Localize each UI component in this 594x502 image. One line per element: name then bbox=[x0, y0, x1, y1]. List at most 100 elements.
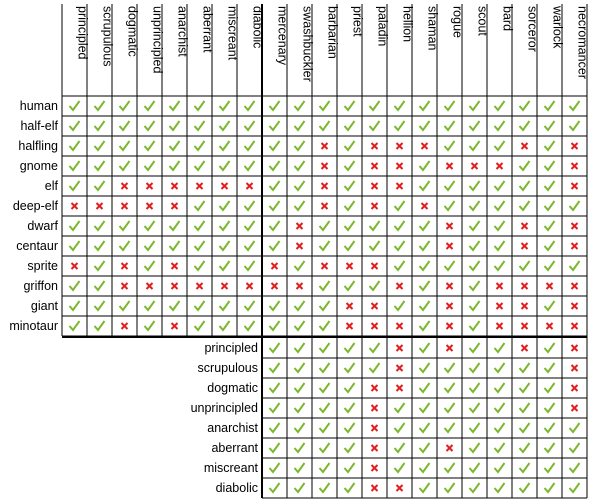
check bbox=[318, 442, 331, 454]
check bbox=[268, 120, 281, 132]
row-label: miscreant bbox=[204, 461, 259, 475]
check bbox=[468, 260, 481, 272]
check bbox=[68, 320, 81, 332]
cross bbox=[145, 282, 154, 290]
check bbox=[468, 220, 481, 232]
cross bbox=[495, 302, 504, 310]
check bbox=[493, 100, 506, 112]
cross bbox=[570, 182, 579, 190]
check bbox=[368, 342, 381, 354]
cross bbox=[170, 282, 179, 290]
check bbox=[268, 220, 281, 232]
check bbox=[243, 120, 256, 132]
cross bbox=[195, 282, 204, 290]
check bbox=[268, 422, 281, 434]
check bbox=[243, 140, 256, 152]
check bbox=[493, 482, 506, 494]
check bbox=[468, 140, 481, 152]
check bbox=[218, 300, 231, 312]
check bbox=[293, 320, 306, 332]
check bbox=[393, 240, 406, 252]
check bbox=[68, 220, 81, 232]
check bbox=[468, 280, 481, 292]
check bbox=[468, 422, 481, 434]
cross bbox=[570, 142, 579, 150]
check bbox=[268, 160, 281, 172]
check bbox=[493, 180, 506, 192]
check bbox=[218, 200, 231, 212]
check bbox=[368, 120, 381, 132]
cross bbox=[445, 302, 454, 310]
check bbox=[193, 120, 206, 132]
check bbox=[443, 422, 456, 434]
check bbox=[143, 260, 156, 272]
check bbox=[193, 260, 206, 272]
cross bbox=[395, 182, 404, 190]
cross bbox=[570, 364, 579, 372]
check bbox=[518, 482, 531, 494]
check bbox=[343, 200, 356, 212]
check bbox=[143, 220, 156, 232]
row-label: dwarf bbox=[27, 219, 58, 233]
cross bbox=[570, 282, 579, 290]
row-label: halfling bbox=[18, 139, 58, 153]
check bbox=[218, 160, 231, 172]
check bbox=[368, 362, 381, 374]
check bbox=[293, 180, 306, 192]
check bbox=[293, 342, 306, 354]
check bbox=[343, 240, 356, 252]
cross bbox=[295, 222, 304, 230]
cross bbox=[570, 302, 579, 310]
check bbox=[543, 422, 556, 434]
cross bbox=[320, 262, 329, 270]
row-label: aberrant bbox=[211, 441, 258, 455]
check bbox=[268, 320, 281, 332]
cross bbox=[495, 282, 504, 290]
check bbox=[543, 462, 556, 474]
cross bbox=[520, 242, 529, 250]
check bbox=[118, 240, 131, 252]
column-header: paladin bbox=[376, 6, 390, 46]
check bbox=[343, 160, 356, 172]
check bbox=[118, 220, 131, 232]
cross bbox=[220, 182, 229, 190]
check bbox=[318, 240, 331, 252]
column-header: unprincipled bbox=[151, 6, 165, 73]
check bbox=[418, 240, 431, 252]
check bbox=[93, 280, 106, 292]
check bbox=[168, 240, 181, 252]
cross bbox=[270, 282, 279, 290]
check bbox=[418, 422, 431, 434]
column-header: rogue bbox=[451, 6, 465, 38]
check bbox=[418, 382, 431, 394]
column-header: warlock bbox=[551, 5, 565, 49]
cross bbox=[395, 282, 404, 290]
cross bbox=[370, 464, 379, 472]
check bbox=[218, 220, 231, 232]
check bbox=[318, 100, 331, 112]
check bbox=[468, 240, 481, 252]
check bbox=[418, 402, 431, 414]
column-header: barbarian bbox=[326, 6, 340, 59]
check bbox=[518, 362, 531, 374]
check bbox=[468, 320, 481, 332]
check bbox=[218, 120, 231, 132]
check bbox=[443, 180, 456, 192]
check bbox=[468, 120, 481, 132]
check bbox=[393, 402, 406, 414]
cross bbox=[95, 202, 104, 210]
check bbox=[268, 442, 281, 454]
check bbox=[493, 382, 506, 394]
cross bbox=[395, 162, 404, 170]
check bbox=[518, 462, 531, 474]
check bbox=[468, 402, 481, 414]
check bbox=[268, 362, 281, 374]
check bbox=[468, 300, 481, 312]
check bbox=[343, 482, 356, 494]
check bbox=[418, 342, 431, 354]
check bbox=[368, 220, 381, 232]
check bbox=[243, 100, 256, 112]
check bbox=[568, 100, 581, 112]
check bbox=[393, 200, 406, 212]
